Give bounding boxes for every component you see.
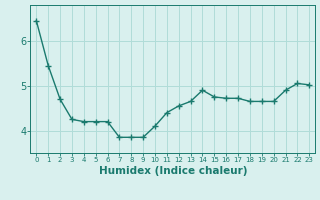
X-axis label: Humidex (Indice chaleur): Humidex (Indice chaleur) [99,166,247,176]
